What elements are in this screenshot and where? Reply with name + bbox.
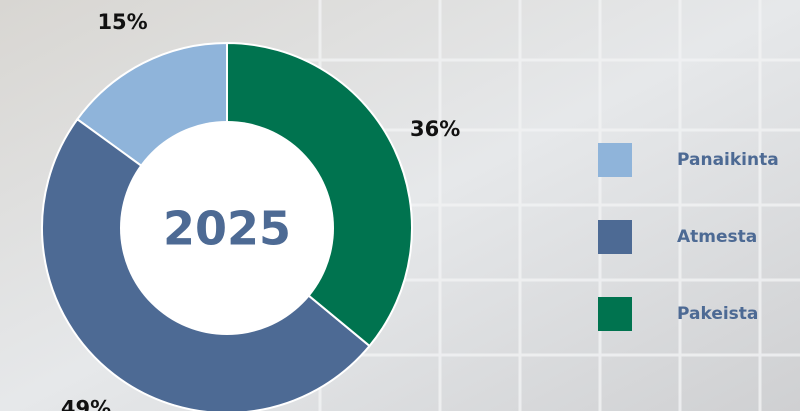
- legend-swatch: [598, 143, 632, 177]
- donut-hole: [120, 121, 334, 335]
- value-label: 36%: [410, 117, 460, 141]
- legend: Panaikinta Atmesta Pakeista: [598, 143, 779, 331]
- value-label: 49%: [61, 397, 111, 411]
- legend-swatch: [598, 220, 632, 254]
- value-label: 15%: [97, 10, 147, 34]
- legend-label: Pakeista: [677, 304, 758, 324]
- center-label: 2025: [163, 202, 291, 256]
- legend-swatch: [598, 297, 632, 331]
- legend-label: Atmesta: [677, 227, 757, 247]
- legend-label: Panaikinta: [677, 150, 779, 170]
